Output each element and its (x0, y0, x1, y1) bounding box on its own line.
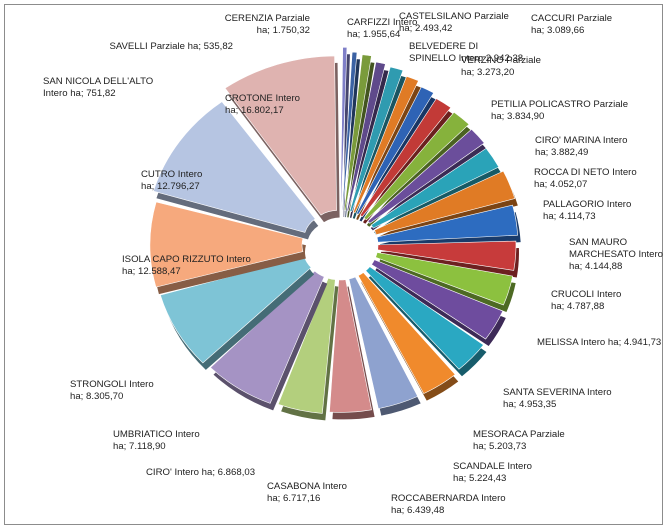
pie-slice (210, 270, 325, 404)
pie-slice (224, 55, 337, 216)
pie-slice (159, 256, 312, 364)
slice-label: ISOLA CAPO RIZZUTO Intero ha; 12.588,47 (122, 254, 251, 277)
slice-label: MESORACA Parziale ha; 5.203,73 (473, 429, 565, 452)
pie-slice (348, 276, 419, 409)
pie-slice (373, 170, 516, 236)
pie-chart: SAVELLI Parziale ha; 535,82 CERENZIA Parz… (43, 11, 663, 516)
pie-slice (356, 86, 435, 215)
slice-label: SAN NICOLA DELL'ALTO Intero ha; 751,82 (43, 76, 153, 99)
pie-slice (352, 75, 419, 214)
pie-slice (340, 46, 348, 211)
pie-slice (346, 61, 386, 212)
pie-slice (341, 51, 358, 211)
pie-slice (377, 240, 517, 271)
slice-label: CACCURI Parziale ha; 3.089,66 (531, 13, 612, 36)
slice-label: PALLAGORIO Intero ha; 4.114,73 (543, 199, 631, 222)
pie-slice (149, 201, 304, 288)
pie-slice (329, 279, 372, 413)
slice-label: CRUCOLI Intero ha; 4.787,88 (551, 289, 621, 312)
pie-slice (365, 266, 484, 370)
slice-label: CIRO' MARINA Intero ha; 3.882,49 (535, 135, 627, 158)
slice-label: UMBRIATICO Intero ha; 7.118,90 (113, 429, 200, 452)
pie-slice (370, 147, 500, 229)
pie-slice (367, 128, 485, 224)
slice-label: CASTELSILANO Parziale ha; 2.493,42 (399, 11, 509, 34)
pie-slice (375, 252, 514, 306)
pie-slice (357, 272, 456, 394)
slice-label: CASABONA Intero ha; 6.717,16 (267, 481, 347, 504)
slice-label: PETILIA POLICASTRO Parziale ha; 3.834,90 (491, 99, 628, 122)
pie-slice (363, 111, 470, 221)
pie-slice (371, 259, 504, 340)
chart-frame: SAVELLI Parziale ha; 535,82 CERENZIA Parz… (4, 4, 663, 525)
slice-label: SANTA SEVERINA Intero ha; 4.953,35 (503, 387, 612, 410)
slice-label: CROTONE Intero ha; 16.802,17 (225, 93, 300, 116)
slice-label: MELISSA Intero ha; 4.941,73 (537, 337, 661, 348)
slice-label: SAN MAURO MARCHESATO Intero ha; 4.144,88 (569, 237, 663, 272)
slice-label: ROCCA DI NETO Intero ha; 4.052,07 (534, 167, 637, 190)
slice-label: SAVELLI Parziale ha; 535,82 (109, 41, 233, 52)
pie-slice (277, 277, 336, 414)
slice-label: CERENZIA Parziale ha; 1.750,32 (225, 13, 310, 36)
pie-slice (153, 101, 316, 233)
slice-label: STRONGOLI Intero ha; 8.305,70 (70, 379, 154, 402)
slice-label: SCANDALE Intero ha; 5.224,43 (453, 461, 532, 484)
pie-slice-depth (378, 259, 516, 312)
pie-slice (343, 54, 372, 211)
slice-label: CUTRO Intero ha; 12.796,27 (141, 169, 202, 192)
slice-label: CIRO' Intero ha; 6.868,03 (146, 467, 255, 478)
slice-label: CARFIZZI Intero ha; 1.955,64 (347, 17, 417, 40)
slice-label: VERZINO Parziale ha; 3.273,20 (461, 55, 541, 78)
pie-slice (359, 98, 452, 218)
slice-label: ROCCABERNARDA Intero ha; 6.439,48 (391, 493, 506, 516)
pie-slice (349, 66, 404, 213)
slice-label: BELVEDERE DI SPINELLO Intero 2.942,38 (409, 41, 523, 64)
pie-slice (376, 204, 518, 243)
